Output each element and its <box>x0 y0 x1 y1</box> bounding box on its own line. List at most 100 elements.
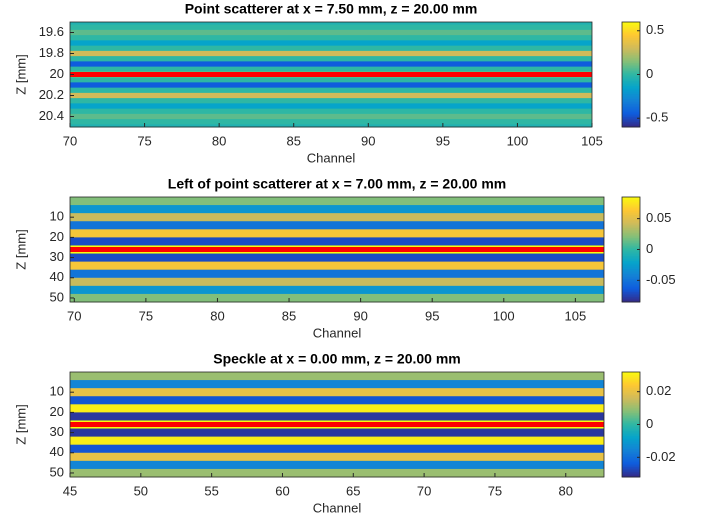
colorbar-cell <box>622 390 640 393</box>
colorbar-cell <box>622 201 640 205</box>
colorbar-cell <box>622 33 640 36</box>
colorbar-cell <box>622 458 640 462</box>
colorbar-cell <box>622 87 640 90</box>
colorbar-cell <box>622 67 640 71</box>
y-tick-label: 30 <box>50 424 64 439</box>
colorbar-cell <box>622 46 640 49</box>
colorbar-cell <box>622 264 640 267</box>
heatmap-row <box>70 428 604 438</box>
colorbar-cell <box>622 118 640 121</box>
colorbar-cell <box>622 388 640 391</box>
colorbar-cell <box>622 270 640 273</box>
heatmap-row <box>70 56 592 62</box>
colorbar-cell <box>622 288 640 292</box>
colorbar-cell <box>622 373 640 376</box>
colorbar-cell <box>622 442 640 445</box>
x-tick-label: 75 <box>137 133 151 148</box>
heatmap <box>70 22 592 128</box>
colorbar-tick-label: 0 <box>646 66 653 81</box>
colorbar-cell <box>622 465 640 468</box>
colorbar-cell <box>622 434 640 437</box>
heatmap-row <box>70 412 604 421</box>
colorbar-cell <box>622 74 640 77</box>
colorbar-cell <box>622 269 640 272</box>
x-tick-label: 90 <box>353 308 367 323</box>
colorbar-cell <box>622 283 640 287</box>
colorbar-cell <box>622 274 640 277</box>
colorbar-cell <box>622 38 640 41</box>
y-tick-label: 20 <box>50 404 64 419</box>
heatmap-row <box>70 205 604 214</box>
colorbar-cell <box>622 403 640 406</box>
colorbar-cell <box>622 413 640 416</box>
colorbar-cell <box>622 455 640 458</box>
heatmap-row <box>70 22 592 26</box>
colorbar-cell <box>622 48 640 51</box>
heatmap-row <box>70 436 604 446</box>
colorbar-cell <box>622 282 640 285</box>
colorbar-cell <box>622 256 640 259</box>
colorbar-cell <box>622 252 640 255</box>
colorbar-cell <box>622 378 640 381</box>
heatmap-row <box>70 113 592 120</box>
colorbar-cell <box>622 105 640 108</box>
heatmap-row <box>70 92 592 99</box>
heatmap-row <box>70 66 592 73</box>
colorbar-cell <box>622 92 640 95</box>
colorbar-cell <box>622 100 640 103</box>
colorbar-cell <box>622 30 640 33</box>
colorbar-cell <box>622 450 640 453</box>
colorbar-cell <box>622 215 640 218</box>
colorbar-cell <box>622 97 640 100</box>
colorbar-cell <box>622 61 640 64</box>
x-tick-label: 70 <box>417 483 431 498</box>
colorbar-cell <box>622 426 640 429</box>
colorbar-cell <box>622 208 640 211</box>
colorbar-cell <box>622 259 640 262</box>
colorbar-cell <box>622 449 640 452</box>
colorbar-cell <box>622 203 640 206</box>
colorbar-cell <box>622 219 640 223</box>
colorbar-cell <box>622 200 640 203</box>
heatmap-row <box>70 293 604 303</box>
colorbar <box>622 197 640 303</box>
colorbar-cell <box>622 406 640 409</box>
colorbar-cell <box>622 432 640 435</box>
heatmap-row <box>70 82 592 89</box>
heatmap-row <box>70 213 604 222</box>
colorbar-cell <box>622 63 640 66</box>
colorbar-cell <box>622 381 640 384</box>
colorbar-cell <box>622 110 640 113</box>
colorbar-cell <box>622 437 640 440</box>
colorbar-cell <box>622 81 640 84</box>
colorbar-cell <box>622 122 640 125</box>
colorbar-cell <box>622 419 640 422</box>
colorbar-cell <box>622 198 640 201</box>
colorbar-cell <box>622 31 640 34</box>
colorbar-cell <box>622 234 640 237</box>
colorbar-cell <box>622 107 640 110</box>
y-tick-label: 20 <box>50 66 64 81</box>
colorbar-cell <box>622 408 640 411</box>
chart-title: Speckle at x = 0.00 mm, z = 20.00 mm <box>213 351 460 367</box>
colorbar-cell <box>622 394 640 398</box>
colorbar-cell <box>622 385 640 388</box>
colorbar-cell <box>622 257 640 260</box>
colorbar-cell <box>622 23 640 26</box>
x-tick-label: 100 <box>507 133 529 148</box>
heatmap-row <box>70 285 604 295</box>
colorbar-cell <box>622 85 640 89</box>
colorbar-cell <box>622 435 640 439</box>
colorbar-cell <box>622 221 640 224</box>
colorbar-cell <box>622 112 640 115</box>
colorbar-cell <box>622 454 640 457</box>
colorbar-cell <box>622 125 640 128</box>
x-axis-label: Channel <box>313 325 362 340</box>
x-tick-label: 55 <box>204 483 218 498</box>
colorbar-cell <box>622 275 640 278</box>
colorbar-cell <box>622 71 640 74</box>
heatmap-row <box>70 261 604 271</box>
colorbar-cell <box>622 391 640 394</box>
colorbar-tick-label: 0 <box>646 241 653 256</box>
x-tick-label: 75 <box>488 483 502 498</box>
